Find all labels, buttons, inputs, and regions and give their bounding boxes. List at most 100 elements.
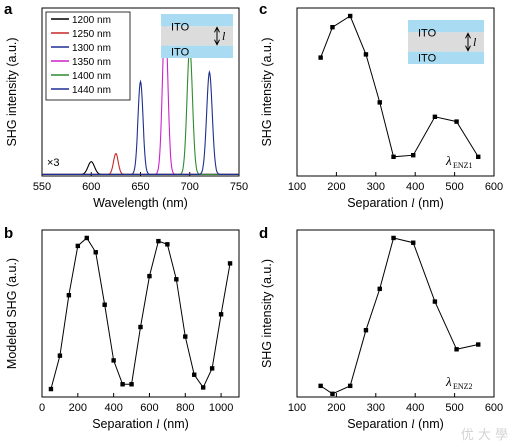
data-point-c — [363, 52, 369, 57]
data-point-d — [432, 299, 438, 304]
data-point-b — [129, 382, 134, 387]
data-point-c — [347, 13, 353, 19]
panel-a: a 550 600 650 700 750 Wavelength (nm) SHG inte… — [4, 1, 248, 210]
ito-top-layer-c — [408, 20, 484, 33]
legend-label-5: 1440 nm — [72, 85, 111, 96]
lambda-symbol-c: λ — [445, 153, 452, 168]
series-line-c — [320, 15, 479, 158]
x-tick-label-b: 400 — [104, 402, 122, 414]
lambda-subscript-d: ENZ2 — [453, 382, 473, 391]
data-point-d — [347, 383, 353, 389]
gap-arrowhead-top-c — [465, 32, 471, 39]
x-tick-label-b: 200 — [69, 402, 87, 414]
data-point-b — [200, 385, 206, 390]
ito-bottom-label-a: ITO — [171, 47, 190, 59]
data-point-c — [432, 114, 438, 119]
gap-label-a: l — [222, 29, 226, 43]
legend-box-a — [45, 11, 131, 101]
data-point-b — [120, 382, 125, 387]
y-axis-label-a: SHG intensity (a.u.) — [5, 37, 19, 146]
data-point-b — [75, 243, 81, 249]
spectrum-1440-nm — [42, 69, 239, 175]
plot-area-c: 100 200 300 400 500 600 Separation l (nm) SHG i… — [260, 7, 503, 210]
legend-label-2: 1300 nm — [72, 43, 111, 54]
x-tick-label-d: 600 — [485, 402, 503, 414]
ito-bottom-label-c: ITO — [418, 53, 437, 65]
panel-letter-c: c — [259, 1, 267, 18]
x-tick-label-b: 800 — [176, 402, 194, 414]
gap-layer-c — [408, 32, 484, 52]
legend-label-4: 1400 nm — [72, 71, 111, 82]
data-point-c — [377, 100, 382, 105]
data-point-c — [411, 153, 416, 158]
lambda-symbol-d: λ — [445, 374, 452, 389]
x-tick-label-c: 200 — [327, 181, 345, 193]
x-axis-label-c: Separation l (nm) — [347, 196, 444, 210]
data-point-d — [363, 328, 369, 333]
data-point-c — [318, 55, 323, 60]
x-tick-label-c: 400 — [406, 181, 424, 193]
data-point-b — [66, 293, 72, 298]
data-point-d — [454, 347, 459, 352]
gap-arrowhead-top-a — [214, 26, 220, 33]
ito-top-label-c: ITO — [418, 27, 437, 39]
plot-area-b: 0 200 400 600 800 1000 Separation l (nm) Modele… — [5, 229, 240, 431]
lambda-enz1-label: λ ENZ1 — [445, 153, 473, 170]
axes-frame-b — [41, 229, 240, 398]
x-tick-label-d: 100 — [288, 402, 306, 414]
data-point-b — [48, 386, 54, 392]
legend-label-3: 1350 nm — [72, 57, 111, 68]
x-axis-label-d: Separation l (nm) — [347, 417, 444, 431]
data-point-d — [330, 391, 335, 397]
x-tick-label-a: 550 — [33, 181, 51, 193]
data-point-d — [411, 240, 416, 245]
x-axis-label-a: Wavelength (nm) — [93, 196, 188, 210]
y-axis-label-c: SHG intensity (a.u.) — [260, 37, 274, 146]
x-tick-label-a: 600 — [82, 181, 100, 193]
legend-label-0: 1200 nm — [72, 15, 111, 26]
data-point-b — [227, 261, 233, 266]
ito-top-label-a: ITO — [171, 21, 190, 33]
data-point-d — [391, 235, 396, 241]
data-point-d — [377, 286, 382, 292]
y-axis-label-b: Modeled SHG (a.u.) — [5, 258, 19, 369]
data-point-d — [476, 342, 481, 347]
panel-letter-a: a — [4, 1, 13, 18]
x-tick-label-c: 300 — [367, 181, 385, 193]
y-axis-label-d: SHG intensity (a.u.) — [260, 259, 274, 368]
panel-letter-d: d — [259, 225, 268, 242]
lambda-enz2-label: λ ENZ2 — [445, 374, 473, 391]
x-tick-label-a: 650 — [131, 181, 149, 193]
panel-letter-b: b — [4, 225, 13, 242]
panel-c: c 100 200 300 400 500 600 Separation l (nm) SHG… — [259, 1, 503, 210]
ito-inset-c: ITO ITO l — [408, 20, 484, 65]
x-tick-label-b: 0 — [39, 402, 45, 414]
data-point-c — [476, 154, 481, 159]
x-tick-label-a: 700 — [181, 181, 199, 193]
plot-area-a: 550 600 650 700 750 Wavelength (nm) SHG intens… — [5, 7, 248, 210]
data-point-c — [391, 154, 396, 159]
x-tick-label-a: 750 — [230, 181, 248, 193]
data-point-b — [57, 353, 63, 358]
lambda-subscript-c: ENZ1 — [453, 161, 473, 170]
x-tick-label-d: 500 — [445, 402, 463, 414]
data-point-b — [156, 238, 161, 244]
x-tick-label-d: 400 — [406, 402, 424, 414]
watermark: 优 大 學 — [460, 428, 508, 443]
data-point-b — [102, 302, 107, 307]
data-point-b — [209, 366, 215, 371]
x-tick-label-c: 500 — [445, 181, 463, 193]
data-point-c — [330, 25, 335, 30]
data-point-b — [147, 273, 152, 279]
x-tick-label-d: 200 — [327, 402, 345, 414]
series-line-b — [50, 237, 231, 390]
data-point-c — [454, 119, 459, 124]
panel-d: d 100 200 300 400 500 600 Separation l (nm) SHG… — [259, 225, 503, 431]
x-tick-label-d: 300 — [367, 402, 385, 414]
data-point-b — [111, 358, 116, 363]
x-tick-label-c: 600 — [485, 181, 503, 193]
x-tick-label-b: 1000 — [209, 402, 233, 414]
data-point-b — [192, 372, 197, 377]
legend-label-1: 1250 nm — [72, 29, 111, 40]
x-tick-label-b: 600 — [140, 402, 158, 414]
